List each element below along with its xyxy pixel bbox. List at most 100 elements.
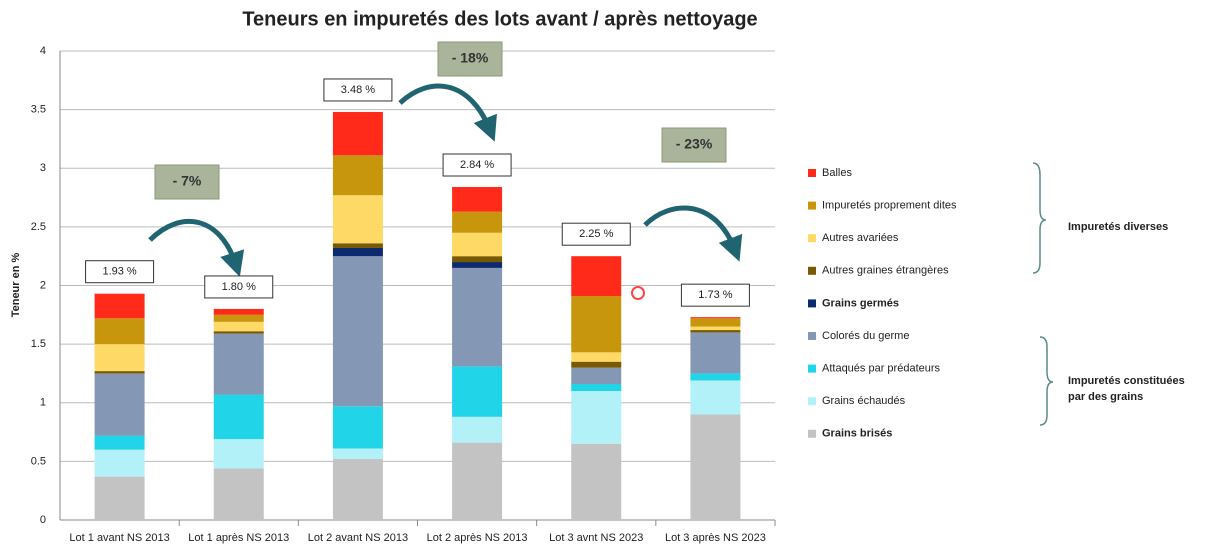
- x-tick-label: Lot 3 avnt NS 2023: [549, 532, 643, 544]
- group-label: Impuretés diverses: [1068, 221, 1168, 233]
- bar-segment: [571, 296, 622, 353]
- total-label-box: [323, 78, 393, 102]
- legend-swatch: [808, 169, 816, 177]
- bar-segment: [94, 371, 145, 374]
- total-label-box: [561, 222, 631, 246]
- bar-segment: [690, 318, 741, 327]
- total-label: 2.84 %: [460, 159, 494, 171]
- bar-segment: [94, 449, 145, 477]
- legend-label: Autres avariées: [822, 232, 899, 244]
- arrow: [398, 83, 497, 142]
- arrow: [643, 205, 743, 262]
- total-label: 3.48 %: [341, 84, 375, 96]
- chart-title: Teneurs en impuretés des lots avant / ap…: [242, 8, 757, 30]
- total-label-box: [680, 283, 750, 307]
- bar-segment: [332, 256, 383, 407]
- group-label: Impuretés constituées par des grains: [1068, 375, 1185, 403]
- bar-segment: [332, 111, 383, 156]
- legend-label: Autres graines étrangères: [822, 265, 949, 277]
- y-tick-label: 0: [40, 514, 46, 526]
- bar-segment: [94, 435, 145, 450]
- annotation-box: [661, 127, 727, 163]
- total-label: 1.80 %: [222, 281, 256, 293]
- bar-segment: [452, 256, 503, 263]
- y-tick-label: 1: [40, 397, 46, 409]
- y-tick-label: 2: [40, 279, 46, 291]
- total-label: 1.93 %: [102, 266, 136, 278]
- bar-segment: [213, 314, 264, 322]
- y-tick-label: 3: [40, 162, 46, 174]
- x-tick-label: Lot 2 avant NS 2013: [308, 532, 408, 544]
- legend-swatch: [808, 234, 816, 243]
- bar-segment: [213, 333, 264, 395]
- bar-segment: [94, 476, 145, 520]
- bar-segment: [452, 262, 503, 268]
- bar-segment: [94, 318, 145, 345]
- bar-segment: [690, 330, 741, 333]
- annotation-box: [437, 41, 503, 77]
- bar-segment: [571, 352, 622, 362]
- bar-segment: [571, 367, 622, 384]
- x-tick-label: Lot 1 après NS 2013: [188, 532, 289, 544]
- annotation: - 18%: [452, 50, 489, 66]
- y-axis-label: Teneur en %: [10, 252, 22, 317]
- total-label: 2.25 %: [579, 228, 613, 240]
- bar-segment: [213, 439, 264, 469]
- bar-segment: [332, 243, 383, 248]
- bar-segment: [94, 344, 145, 372]
- y-tick-label: 2.5: [31, 221, 46, 233]
- bar-segment: [332, 155, 383, 196]
- bar-segment: [332, 448, 383, 460]
- legend-swatch: [808, 429, 816, 438]
- legend-label: Colorés du germe: [822, 330, 909, 342]
- legend-swatch: [808, 299, 816, 308]
- bar-segment: [690, 414, 741, 520]
- y-tick-label: 0.5: [31, 455, 46, 467]
- annotation: - 23%: [676, 136, 713, 152]
- total-label-box: [204, 275, 274, 299]
- bar-segment: [332, 459, 383, 520]
- total-label-box: [85, 260, 155, 284]
- bar-segment: [452, 267, 503, 367]
- legend-swatch: [808, 364, 816, 373]
- x-tick-label: Lot 1 avant NS 2013: [69, 532, 169, 544]
- group-brace: [1032, 162, 1047, 274]
- legend-label: Balles: [822, 167, 852, 179]
- legend-label: Grains brisés: [822, 428, 892, 440]
- legend-swatch: [808, 332, 816, 340]
- bar-segment: [213, 468, 264, 520]
- bar-segment: [571, 256, 622, 297]
- bar-segment: [452, 232, 503, 257]
- x-tick-label: Lot 2 après NS 2013: [427, 532, 528, 544]
- total-label-box: [442, 153, 512, 177]
- bar-segment: [213, 331, 264, 334]
- x-tick-label: Lot 3 après NS 2023: [665, 532, 766, 544]
- bar-segment: [452, 366, 503, 417]
- annotation-box: [154, 164, 220, 200]
- bar-segment: [690, 373, 741, 381]
- legend-swatch: [808, 201, 816, 210]
- legend-swatch: [808, 266, 816, 275]
- total-label: 1.73 %: [698, 289, 732, 301]
- annotation: - 7%: [173, 173, 202, 189]
- legend-swatch: [808, 397, 816, 406]
- bar-segment: [452, 211, 503, 233]
- legend-label: Grains germés: [822, 297, 899, 309]
- bar-segment: [571, 391, 622, 444]
- bar-segment: [213, 394, 264, 440]
- bar-segment: [332, 247, 383, 257]
- cursor-marker: [631, 286, 645, 300]
- bar-segment: [332, 195, 383, 244]
- bar-segment: [213, 308, 264, 315]
- group-brace: [1039, 336, 1054, 426]
- bar-segment: [452, 416, 503, 443]
- bar-segment: [452, 187, 503, 212]
- bar-segment: [452, 442, 503, 520]
- bar-segment: [571, 361, 622, 368]
- y-tick-label: 3.5: [31, 104, 46, 116]
- y-tick-label: 1.5: [31, 338, 46, 350]
- bar-segment: [213, 321, 264, 332]
- bar-segment: [94, 373, 145, 436]
- legend-label: Grains échaudés: [822, 395, 906, 407]
